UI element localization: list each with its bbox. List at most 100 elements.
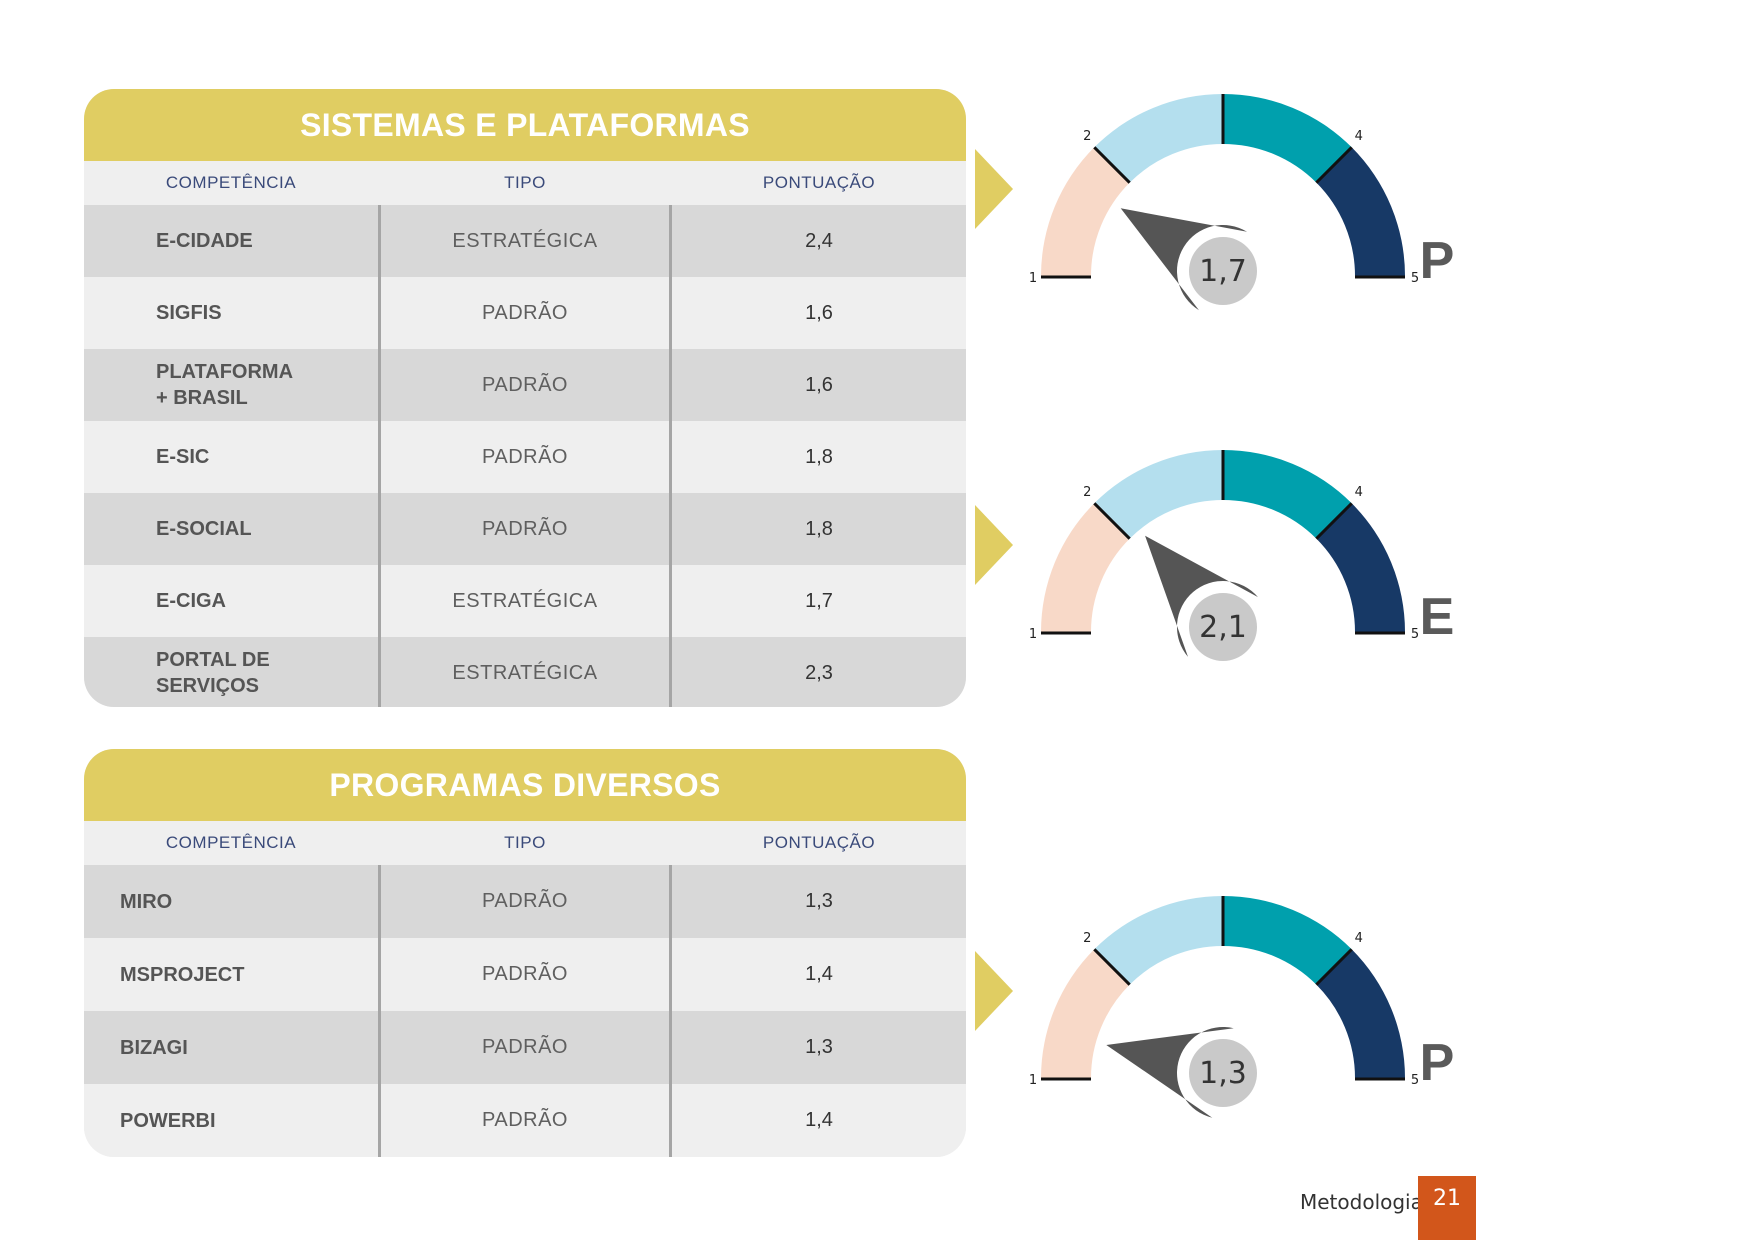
cell-pontuacao: 1,3 xyxy=(805,1036,833,1058)
gauge-band-2 xyxy=(1094,896,1223,985)
cell-competencia: E-SIC xyxy=(156,446,210,468)
gauge-tick-label: 2 xyxy=(1083,485,1091,500)
gauge-band-4 xyxy=(1316,503,1405,632)
cell-pontuacao: 1,8 xyxy=(805,517,833,540)
cell-competencia: MSPROJECT xyxy=(120,963,245,986)
page-number: 21 xyxy=(1418,1176,1476,1240)
table-row: MIRO PADRÃO 1,3 xyxy=(84,865,966,938)
gauge-type-badge: E xyxy=(1420,588,1455,646)
table-row: E-CIGA ESTRATÉGICA 1,7 xyxy=(84,565,966,637)
gauge-type-badge: P xyxy=(1420,1034,1455,1092)
cell-pontuacao: 1,4 xyxy=(805,963,833,985)
gauge-band-3 xyxy=(1223,94,1352,183)
gauge-3: 1 2 3 4 5 1,3 P xyxy=(975,886,1455,1118)
cell-tipo: PADRÃO xyxy=(378,865,672,938)
gauge-tick xyxy=(1093,502,1131,540)
table-programas-diversos: PROGRAMAS DIVERSOS COMPETÊNCIA TIPO PONT… xyxy=(84,749,966,1157)
cell-competencia: E-CIDADE xyxy=(156,230,253,252)
table-header-row: COMPETÊNCIA TIPO PONTUAÇÃO xyxy=(84,161,966,205)
gauge-1: 1 2 3 4 5 1,7 P xyxy=(975,84,1455,311)
gauge-tick-label: 5 xyxy=(1411,627,1419,642)
cell-pontuacao: 2,3 xyxy=(805,661,833,684)
gauge-hub xyxy=(1189,1039,1257,1107)
gauge-tick-label: 5 xyxy=(1411,271,1419,286)
gauge-band-3 xyxy=(1223,896,1352,985)
cell-tipo: PADRÃO xyxy=(378,1084,672,1157)
table-row: POWERBI PADRÃO 1,4 xyxy=(84,1084,966,1157)
gauge-tick xyxy=(1093,948,1131,986)
gauge-type-badge: P xyxy=(1420,232,1455,290)
gauge-tick-label: 1 xyxy=(1029,1073,1037,1088)
cell-competencia: POWERBI xyxy=(120,1109,216,1132)
gauge-band-1 xyxy=(1041,503,1130,632)
gauge-tick-label: 1 xyxy=(1029,271,1037,286)
page-footer: Metodologia 21 xyxy=(0,1176,1754,1240)
gauge-tick-label: 2 xyxy=(1083,931,1091,946)
header-pontuacao: PONTUAÇÃO xyxy=(762,173,876,192)
cell-pontuacao: 1,3 xyxy=(805,890,833,912)
gauge-tick-label: 3 xyxy=(1219,886,1227,890)
table-sistemas-plataformas: SISTEMAS E PLATAFORMAS COMPETÊNCIA TIPO … xyxy=(84,89,966,707)
cell-tipo: PADRÃO xyxy=(378,421,672,493)
gauge-tick-label: 5 xyxy=(1411,1073,1419,1088)
gauge-band-2 xyxy=(1094,94,1223,183)
cell-competencia: BIZAGI xyxy=(120,1036,188,1059)
pointer-arrow xyxy=(975,149,1013,229)
table-row: E-SOCIAL PADRÃO 1,8 xyxy=(84,493,966,565)
gauge-band-1 xyxy=(1041,949,1130,1078)
gauge-band-2 xyxy=(1094,450,1223,539)
gauge-band-4 xyxy=(1316,147,1405,276)
table-body: E-CIDADE ESTRATÉGICA 2,4 SIGFIS PADRÃO 1,6 PLA… xyxy=(84,205,966,707)
table-row: SIGFIS PADRÃO 1,6 xyxy=(84,277,966,349)
gauge-band-3 xyxy=(1223,450,1352,539)
cell-competencia: PORTAL DE SERVIÇOS xyxy=(156,649,270,697)
header-tipo: TIPO xyxy=(504,173,546,192)
cell-tipo: PADRÃO xyxy=(378,277,672,349)
table-title: PROGRAMAS DIVERSOS xyxy=(84,749,966,821)
gauge-tick-label: 4 xyxy=(1355,931,1363,946)
cell-pontuacao: 1,4 xyxy=(805,1109,833,1131)
header-tipo: TIPO xyxy=(504,833,546,852)
table-header-row: COMPETÊNCIA TIPO PONTUAÇÃO xyxy=(84,821,966,865)
cell-tipo: PADRÃO xyxy=(378,938,672,1011)
cell-competencia: PLATAFORMA + BRASIL xyxy=(156,361,294,409)
cell-pontuacao: 1,6 xyxy=(805,301,833,324)
gauge-hub xyxy=(1189,237,1257,305)
pointer-arrow xyxy=(975,951,1013,1031)
gauge-value: 1,3 xyxy=(1199,1056,1247,1091)
cell-competencia: E-SOCIAL xyxy=(156,518,252,540)
cell-tipo: ESTRATÉGICA xyxy=(378,205,672,277)
cell-tipo: ESTRATÉGICA xyxy=(378,637,672,707)
gauge-band-1 xyxy=(1041,147,1130,276)
gauge-needle xyxy=(1106,1027,1234,1118)
cell-pontuacao: 1,7 xyxy=(805,589,833,612)
gauge-tick xyxy=(1315,146,1353,184)
gauge-needle xyxy=(1120,208,1248,311)
cell-pontuacao: 1,8 xyxy=(805,445,833,468)
gauge-tick xyxy=(1315,502,1353,540)
gauge-tick-label: 3 xyxy=(1219,84,1227,88)
header-pontuacao: PONTUAÇÃO xyxy=(762,833,876,852)
table-body: MIRO PADRÃO 1,3 MSPROJECT PADRÃO 1,4 BIZAGI PAD… xyxy=(84,865,966,1157)
table-row: MSPROJECT PADRÃO 1,4 xyxy=(84,938,966,1011)
gauge-2: 1 2 3 4 5 2,1 E xyxy=(975,440,1455,661)
cell-tipo: ESTRATÉGICA xyxy=(378,565,672,637)
cell-tipo: PADRÃO xyxy=(378,1011,672,1084)
table-title: SISTEMAS E PLATAFORMAS xyxy=(84,89,966,161)
table-row: PLATAFORMA + BRASIL PADRÃO 1,6 xyxy=(84,349,966,421)
header-competencia: COMPETÊNCIA xyxy=(165,833,297,852)
gauge-band-4 xyxy=(1316,949,1405,1078)
cell-tipo: PADRÃO xyxy=(378,493,672,565)
gauge-needle xyxy=(1145,535,1258,657)
gauge-tick xyxy=(1093,146,1131,184)
gauge-tick-label: 3 xyxy=(1219,440,1227,444)
gauge-tick-label: 4 xyxy=(1355,129,1363,144)
gauge-tick xyxy=(1315,948,1353,986)
gauge-tick-label: 4 xyxy=(1355,485,1363,500)
cell-competencia: E-CIGA xyxy=(156,590,226,612)
header-competencia: COMPETÊNCIA xyxy=(165,173,297,192)
table-row: E-SIC PADRÃO 1,8 xyxy=(84,421,966,493)
table-row: BIZAGI PADRÃO 1,3 xyxy=(84,1011,966,1084)
gauge-hub xyxy=(1189,593,1257,661)
cell-pontuacao: 2,4 xyxy=(805,229,833,252)
